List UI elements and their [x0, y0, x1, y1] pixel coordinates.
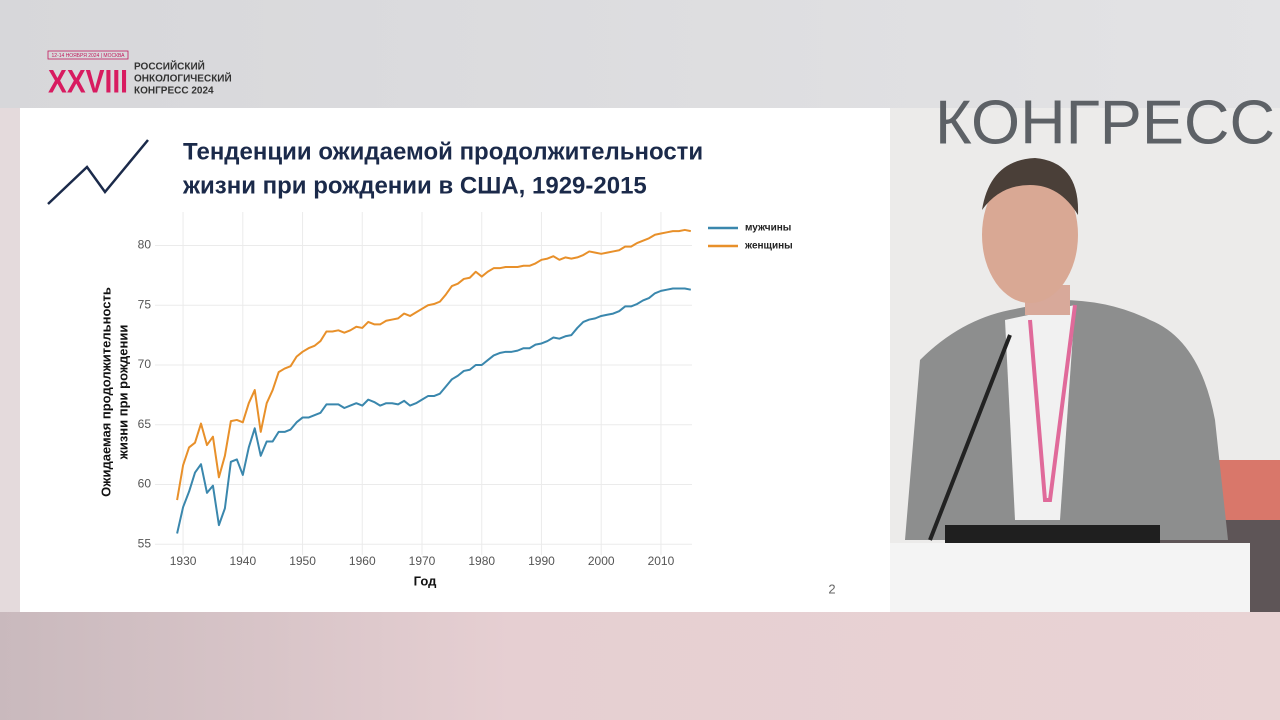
lanyard [1028, 304, 1077, 502]
x-tick-label: 2010 [648, 554, 675, 568]
x-tick-label: 1990 [528, 554, 555, 568]
wall-sign: КОНГРЕСС [935, 88, 1275, 157]
podium [890, 543, 1250, 612]
data-line [176, 228, 692, 501]
x-tick-label: 1930 [170, 554, 197, 568]
x-axis-label: Год [414, 573, 437, 588]
legend-label: женщины [744, 241, 793, 252]
data-line [176, 287, 692, 534]
y-tick-label: 60 [138, 477, 152, 491]
x-tick-label: 1960 [349, 554, 376, 568]
logo-line: ОНКОЛОГИЧЕСКИЙ [134, 72, 232, 85]
shirt [1005, 305, 1075, 520]
y-axis-label: жизни при рождении [115, 325, 130, 461]
logo: 12-14 НОЯБРЯ 2024 | МОСКВА XXVIII РОССИЙ… [47, 50, 232, 99]
page-number: 2 [828, 581, 835, 596]
y-tick-label: 80 [138, 238, 152, 252]
y-tick-label: 75 [138, 297, 152, 311]
x-tick-label: 1980 [468, 554, 495, 568]
bottom-background [0, 612, 1280, 720]
x-tick-label: 2000 [588, 554, 615, 568]
logo-line: КОНГРЕСС 2024 [134, 86, 214, 97]
laptop [945, 525, 1160, 545]
chart-title: Тенденции ожидаемой продолжительности [183, 138, 703, 165]
logo-date-box [47, 50, 129, 60]
logo-line: РОССИЙСКИЙ [134, 60, 205, 73]
top-background [0, 0, 1280, 108]
slide-icon [47, 139, 149, 205]
y-axis-label: Ожидаемая продолжительность [98, 287, 113, 497]
microphone [928, 334, 1012, 541]
y-tick-label: 65 [138, 417, 152, 431]
hair [982, 158, 1079, 215]
slide [20, 108, 890, 612]
logo-dates: 12-14 НОЯБРЯ 2024 | МОСКВА [52, 53, 126, 59]
head [982, 167, 1078, 303]
y-tick-label: 70 [138, 357, 152, 371]
left-background [0, 108, 20, 612]
legend-label: мужчины [745, 223, 791, 234]
y-tick-label: 55 [138, 536, 152, 550]
x-tick-label: 1940 [229, 554, 256, 568]
x-tick-label: 1950 [289, 554, 316, 568]
logo-number: XXVIII [48, 63, 128, 99]
speaker-photo: КОНГРЕСС [890, 88, 1280, 612]
x-tick-label: 1970 [409, 554, 436, 568]
plot: 55 60 65 70 75 80 1930 1940 1950 1960 1970 1980 1990… [138, 212, 793, 568]
chart-title: жизни при рождении в США, 1929-2015 [182, 172, 647, 199]
